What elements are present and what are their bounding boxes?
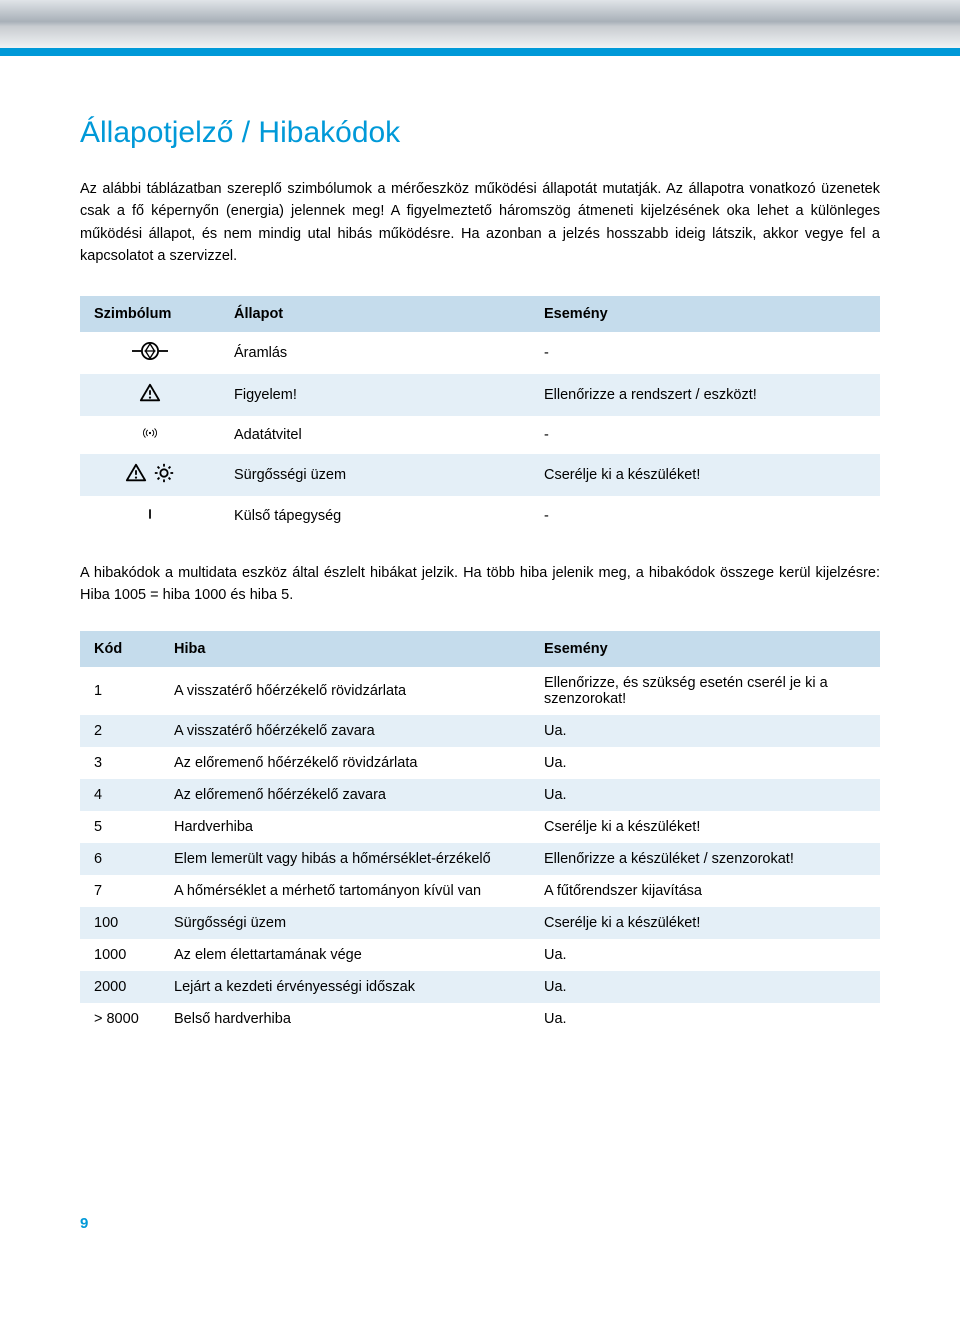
table-row: 1A visszatérő hőérzékelő rövidzárlataEll… [80, 667, 880, 715]
table-row: 4Az előremenő hőérzékelő zavaraUa. [80, 779, 880, 811]
error-table: Kód Hiba Esemény 1A visszatérő hőérzékel… [80, 631, 880, 1035]
event-cell: Ua. [530, 939, 880, 971]
error-cell: Sürgősségi üzem [160, 907, 530, 939]
code-cell: 7 [80, 875, 160, 907]
error-cell: Elem lemerült vagy hibás a hőmérséklet-é… [160, 843, 530, 875]
mid-text: A hibakódok a multidata eszköz által ész… [80, 562, 880, 607]
event-cell: Ellenőrizze a készüléket / szenzorokat! [530, 843, 880, 875]
col-event: Esemény [530, 631, 880, 667]
code-cell: 1000 [80, 939, 160, 971]
event-cell: Cserélje ki a készüléket! [530, 907, 880, 939]
col-event: Esemény [530, 296, 880, 332]
table-row: 2000Lejárt a kezdeti érvényességi idősza… [80, 971, 880, 1003]
error-cell: Az elem élettartamának vége [160, 939, 530, 971]
error-cell: Az előremenő hőérzékelő rövidzárlata [160, 747, 530, 779]
table-row: Áramlás- [80, 332, 880, 374]
event-cell: Ellenőrizze a rendszert / eszközt! [530, 374, 880, 416]
symbol-cell [80, 374, 220, 416]
state-cell: Áramlás [220, 332, 530, 374]
code-cell: 4 [80, 779, 160, 811]
code-cell: 100 [80, 907, 160, 939]
table-row: 5HardverhibaCserélje ki a készüléket! [80, 811, 880, 843]
code-cell: 6 [80, 843, 160, 875]
table-row: Adatátvitel- [80, 416, 880, 454]
intro-text: Az alábbi táblázatban szereplő szimbólum… [80, 178, 880, 268]
error-cell: A visszatérő hőérzékelő rövidzárlata [160, 667, 530, 715]
event-cell: Ellenőrizze, és szükség esetén cserél je… [530, 667, 880, 715]
page-number: 9 [80, 1215, 880, 1232]
code-cell: 2 [80, 715, 160, 747]
event-cell: Cserélje ki a készüléket! [530, 454, 880, 496]
event-cell: Ua. [530, 715, 880, 747]
event-cell: Ua. [530, 779, 880, 811]
event-cell: A fűtőrendszer kijavítása [530, 875, 880, 907]
col-state: Állapot [220, 296, 530, 332]
error-cell: Az előremenő hőérzékelő zavara [160, 779, 530, 811]
state-cell: Figyelem! [220, 374, 530, 416]
event-cell: - [530, 332, 880, 374]
table-row: 6Elem lemerült vagy hibás a hőmérséklet-… [80, 843, 880, 875]
symbol-cell [80, 454, 220, 496]
table-row: Sürgősségi üzemCserélje ki a készüléket! [80, 454, 880, 496]
symbol-cell [80, 496, 220, 536]
table-row: 1000Az elem élettartamának végeUa. [80, 939, 880, 971]
table-row: > 8000Belső hardverhibaUa. [80, 1003, 880, 1035]
table-row: 3Az előremenő hőérzékelő rövidzárlataUa. [80, 747, 880, 779]
event-cell: Ua. [530, 971, 880, 1003]
symbol-cell [80, 416, 220, 454]
table-row: 7A hőmérséklet a mérhető tartományon kív… [80, 875, 880, 907]
state-cell: Külső tápegység [220, 496, 530, 536]
code-cell: 5 [80, 811, 160, 843]
event-cell: - [530, 416, 880, 454]
table-row: 2A visszatérő hőérzékelő zavaraUa. [80, 715, 880, 747]
table-row: 100Sürgősségi üzemCserélje ki a készülék… [80, 907, 880, 939]
state-cell: Sürgősségi üzem [220, 454, 530, 496]
radio-icon [141, 424, 159, 442]
table-header-row: Kód Hiba Esemény [80, 631, 880, 667]
code-cell: > 8000 [80, 1003, 160, 1035]
error-cell: Hardverhiba [160, 811, 530, 843]
col-symbol: Szimbólum [80, 296, 220, 332]
warning-icon [125, 462, 147, 484]
event-cell: - [530, 496, 880, 536]
symbol-cell [80, 332, 220, 374]
error-cell: Belső hardverhiba [160, 1003, 530, 1035]
warning-icon [139, 382, 161, 404]
error-cell: A hőmérséklet a mérhető tartományon kívü… [160, 875, 530, 907]
table-row: Figyelem!Ellenőrizze a rendszert / eszkö… [80, 374, 880, 416]
table-row: Külső tápegység- [80, 496, 880, 536]
power-bar-icon [143, 504, 157, 524]
code-cell: 3 [80, 747, 160, 779]
top-banner [0, 0, 960, 50]
page-content: Állapotjelző / Hibakódok Az alábbi táblá… [0, 56, 960, 1272]
error-cell: Lejárt a kezdeti érvényességi időszak [160, 971, 530, 1003]
page-title: Állapotjelző / Hibakódok [80, 116, 880, 150]
error-cell: A visszatérő hőérzékelő zavara [160, 715, 530, 747]
event-cell: Ua. [530, 747, 880, 779]
symbol-table: Szimbólum Állapot Esemény Áramlás-Figyel… [80, 296, 880, 536]
code-cell: 2000 [80, 971, 160, 1003]
col-error: Hiba [160, 631, 530, 667]
event-cell: Ua. [530, 1003, 880, 1035]
col-code: Kód [80, 631, 160, 667]
code-cell: 1 [80, 667, 160, 715]
gear-icon [153, 462, 175, 484]
table-header-row: Szimbólum Állapot Esemény [80, 296, 880, 332]
event-cell: Cserélje ki a készüléket! [530, 811, 880, 843]
flow-icon [132, 340, 168, 362]
state-cell: Adatátvitel [220, 416, 530, 454]
